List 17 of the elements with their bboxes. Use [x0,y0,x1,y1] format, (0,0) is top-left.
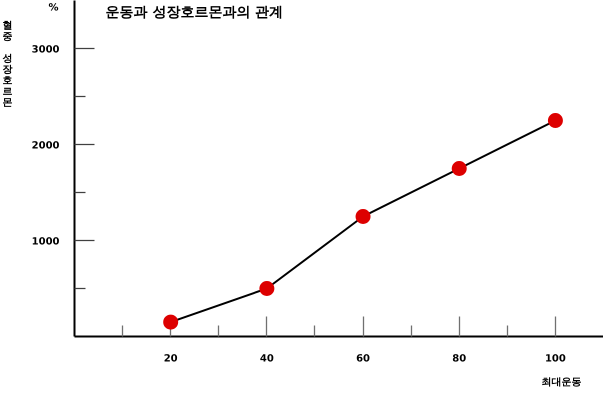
point [259,281,274,296]
y-tick-label: 1000 [32,236,60,248]
text: % [48,2,59,14]
y-tick-label: 2000 [32,140,60,152]
point [548,113,563,128]
x-tick-label: 20 [164,354,178,364]
x-tick-label: 100 [544,354,566,364]
x-tick-label: 60 [356,354,370,364]
y-tick-label: 3000 [32,44,60,56]
x-tick-label: 80 [452,354,466,364]
y-axis-title: 혈중 성장호르몬 [2,20,12,108]
point [356,209,371,224]
x-tick-label: 40 [260,354,274,364]
point [163,314,178,330]
point [452,161,467,176]
x-axis-title: 최대운동 [542,377,582,388]
chart-title: 운동과 성장호르몬과의 관계 [106,4,284,20]
